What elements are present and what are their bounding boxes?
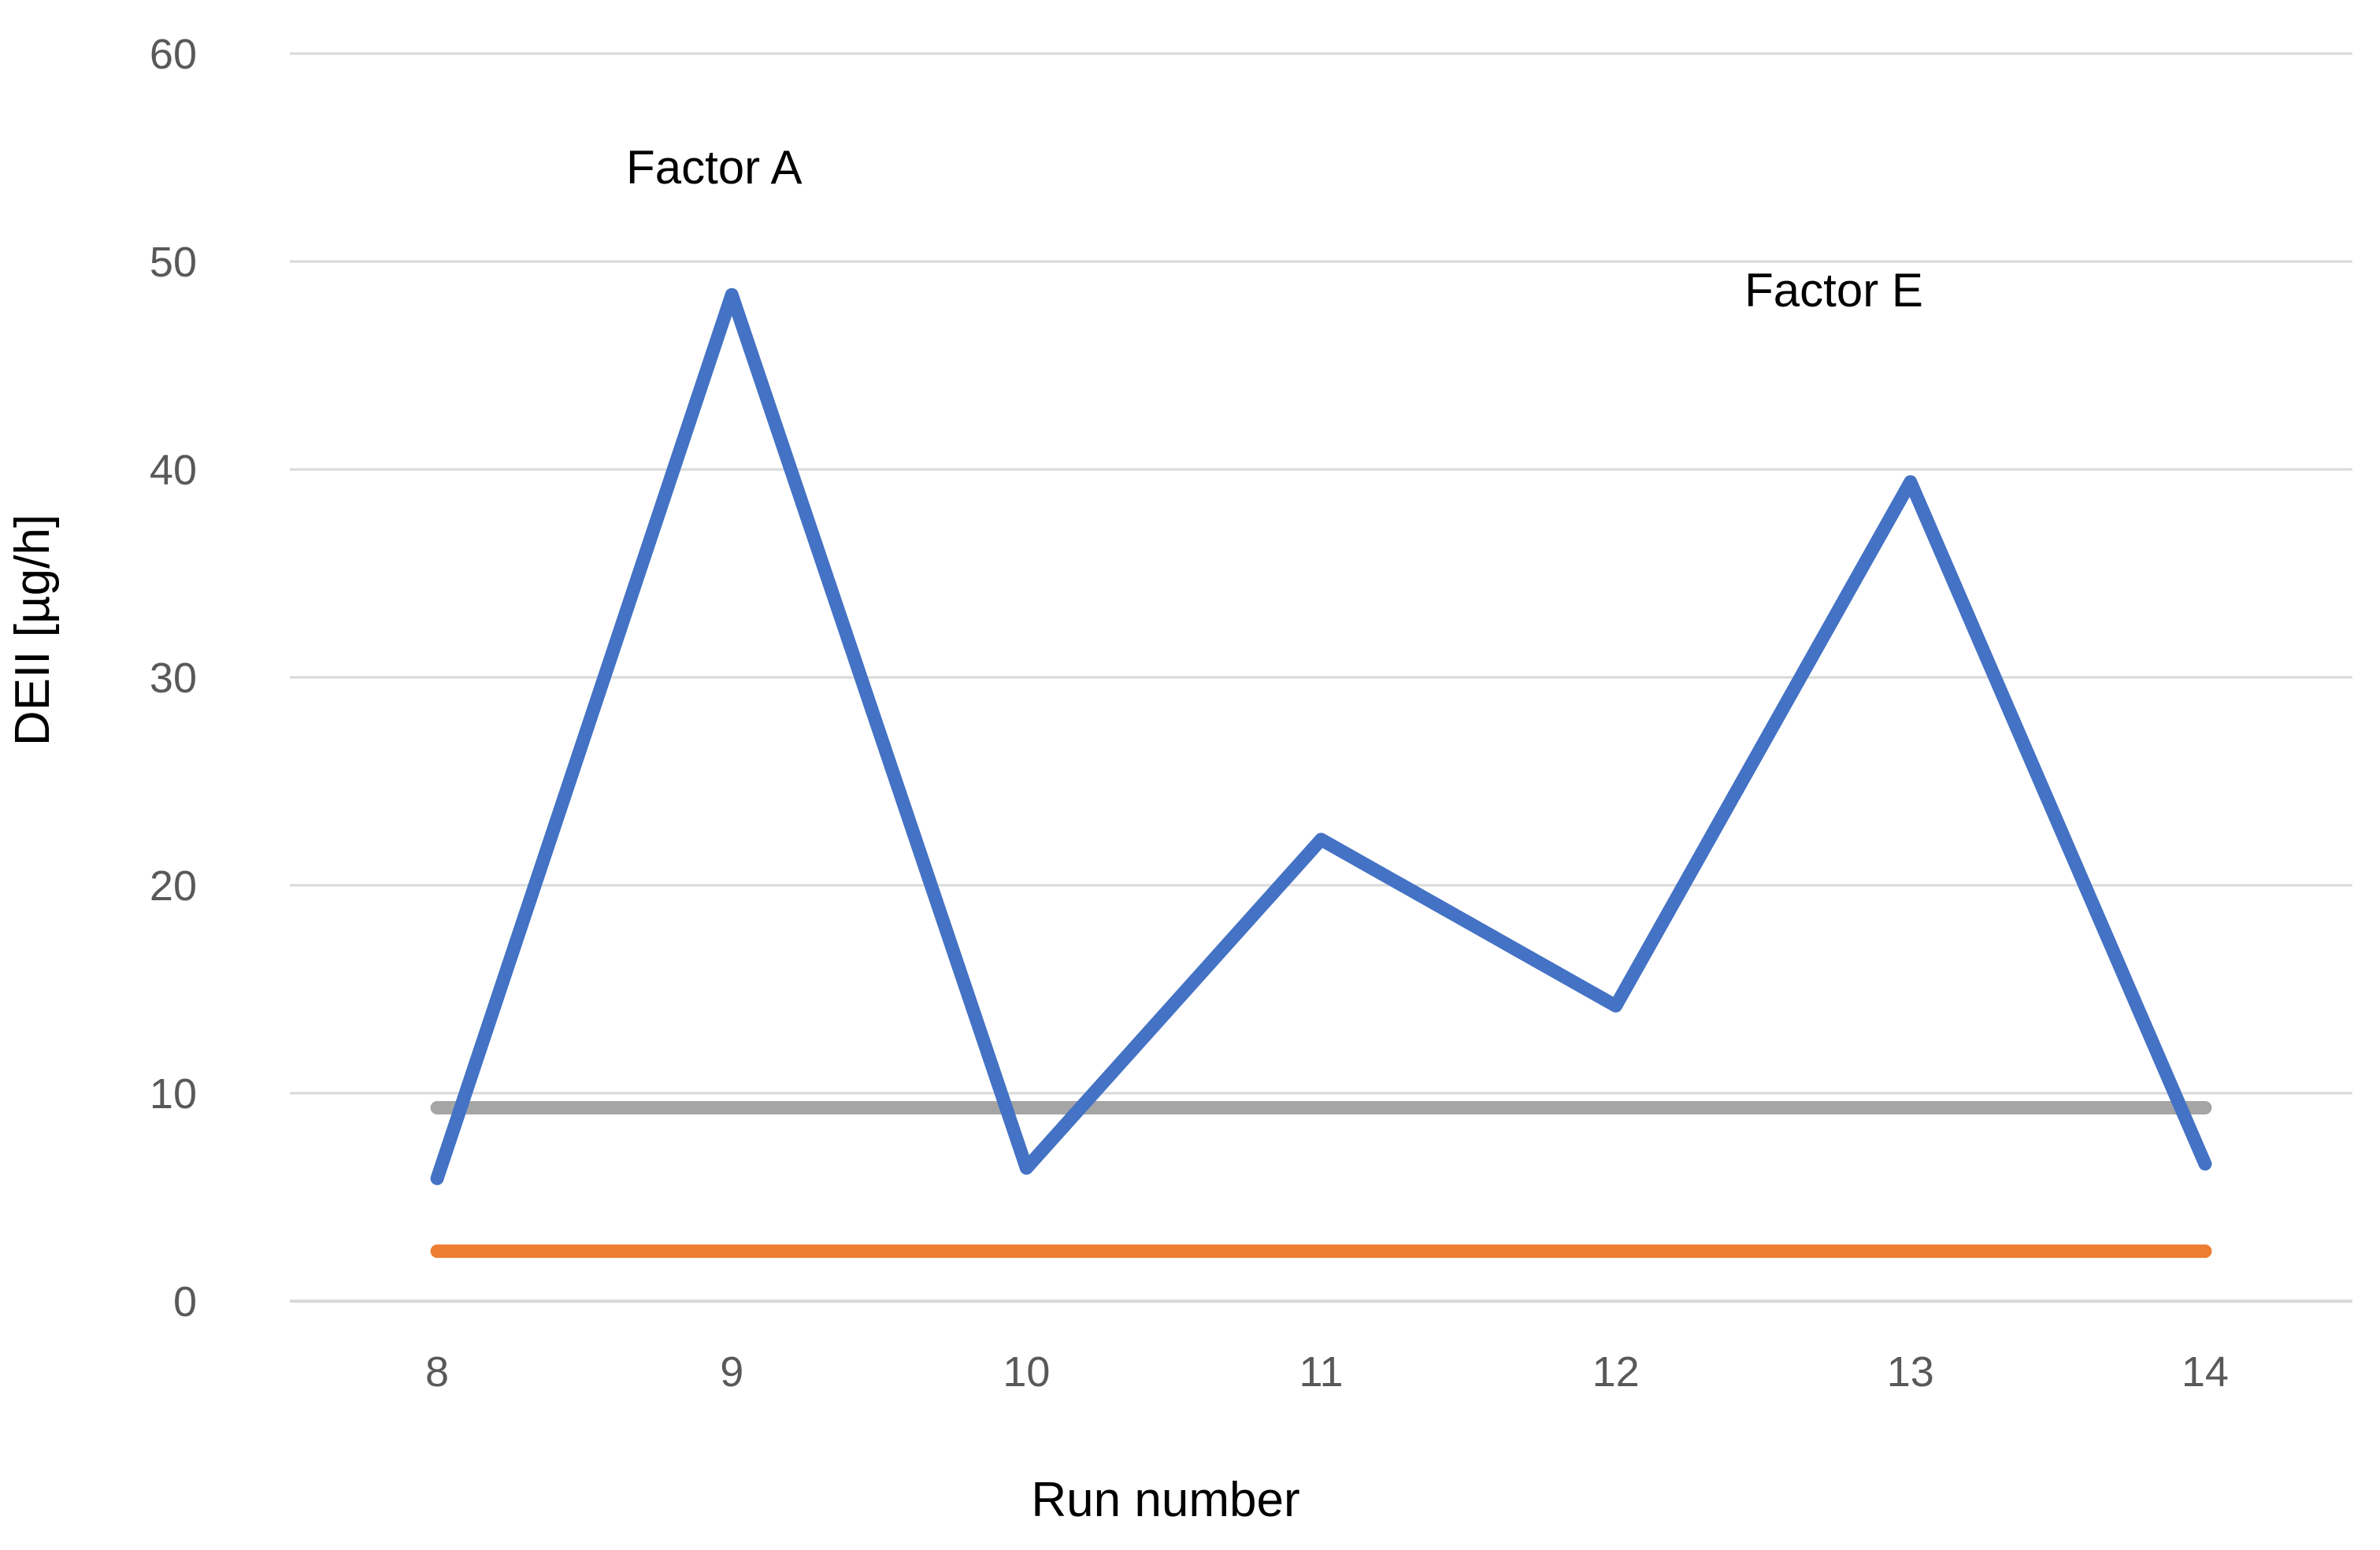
y-tick-label: 60 — [150, 31, 197, 78]
x-tick-label: 14 — [2182, 1348, 2229, 1396]
y-tick-label: 20 — [150, 862, 197, 910]
chart-annotation: Factor E — [1744, 264, 1923, 317]
y-axis-tick-labels: 0 10 20 30 40 50 60 — [150, 31, 197, 1326]
x-axis-tick-labels: 8 9 10 11 12 13 14 — [425, 1348, 2229, 1396]
y-tick-label: 30 — [150, 654, 197, 702]
y-tick-label: 10 — [150, 1070, 197, 1118]
series-lines — [430, 287, 2212, 1259]
y-tick-label: 50 — [150, 239, 197, 286]
chart-annotation: Factor A — [626, 141, 802, 194]
gridlines — [290, 52, 2352, 1303]
x-tick-label: 12 — [1592, 1348, 1640, 1396]
blue-data-line — [430, 287, 2212, 1185]
x-tick-label: 13 — [1887, 1348, 1934, 1396]
x-tick-label: 10 — [1003, 1348, 1050, 1396]
y-tick-label: 0 — [173, 1278, 197, 1326]
x-tick-label: 8 — [425, 1348, 449, 1396]
y-axis-title: DEII [µg/h] — [6, 514, 60, 746]
x-tick-label: 9 — [720, 1348, 743, 1396]
x-tick-label: 11 — [1299, 1348, 1343, 1396]
x-axis-title: Run number — [1031, 1473, 1299, 1527]
annotations: Factor A Factor E — [626, 141, 1923, 317]
y-tick-label: 40 — [150, 447, 197, 494]
